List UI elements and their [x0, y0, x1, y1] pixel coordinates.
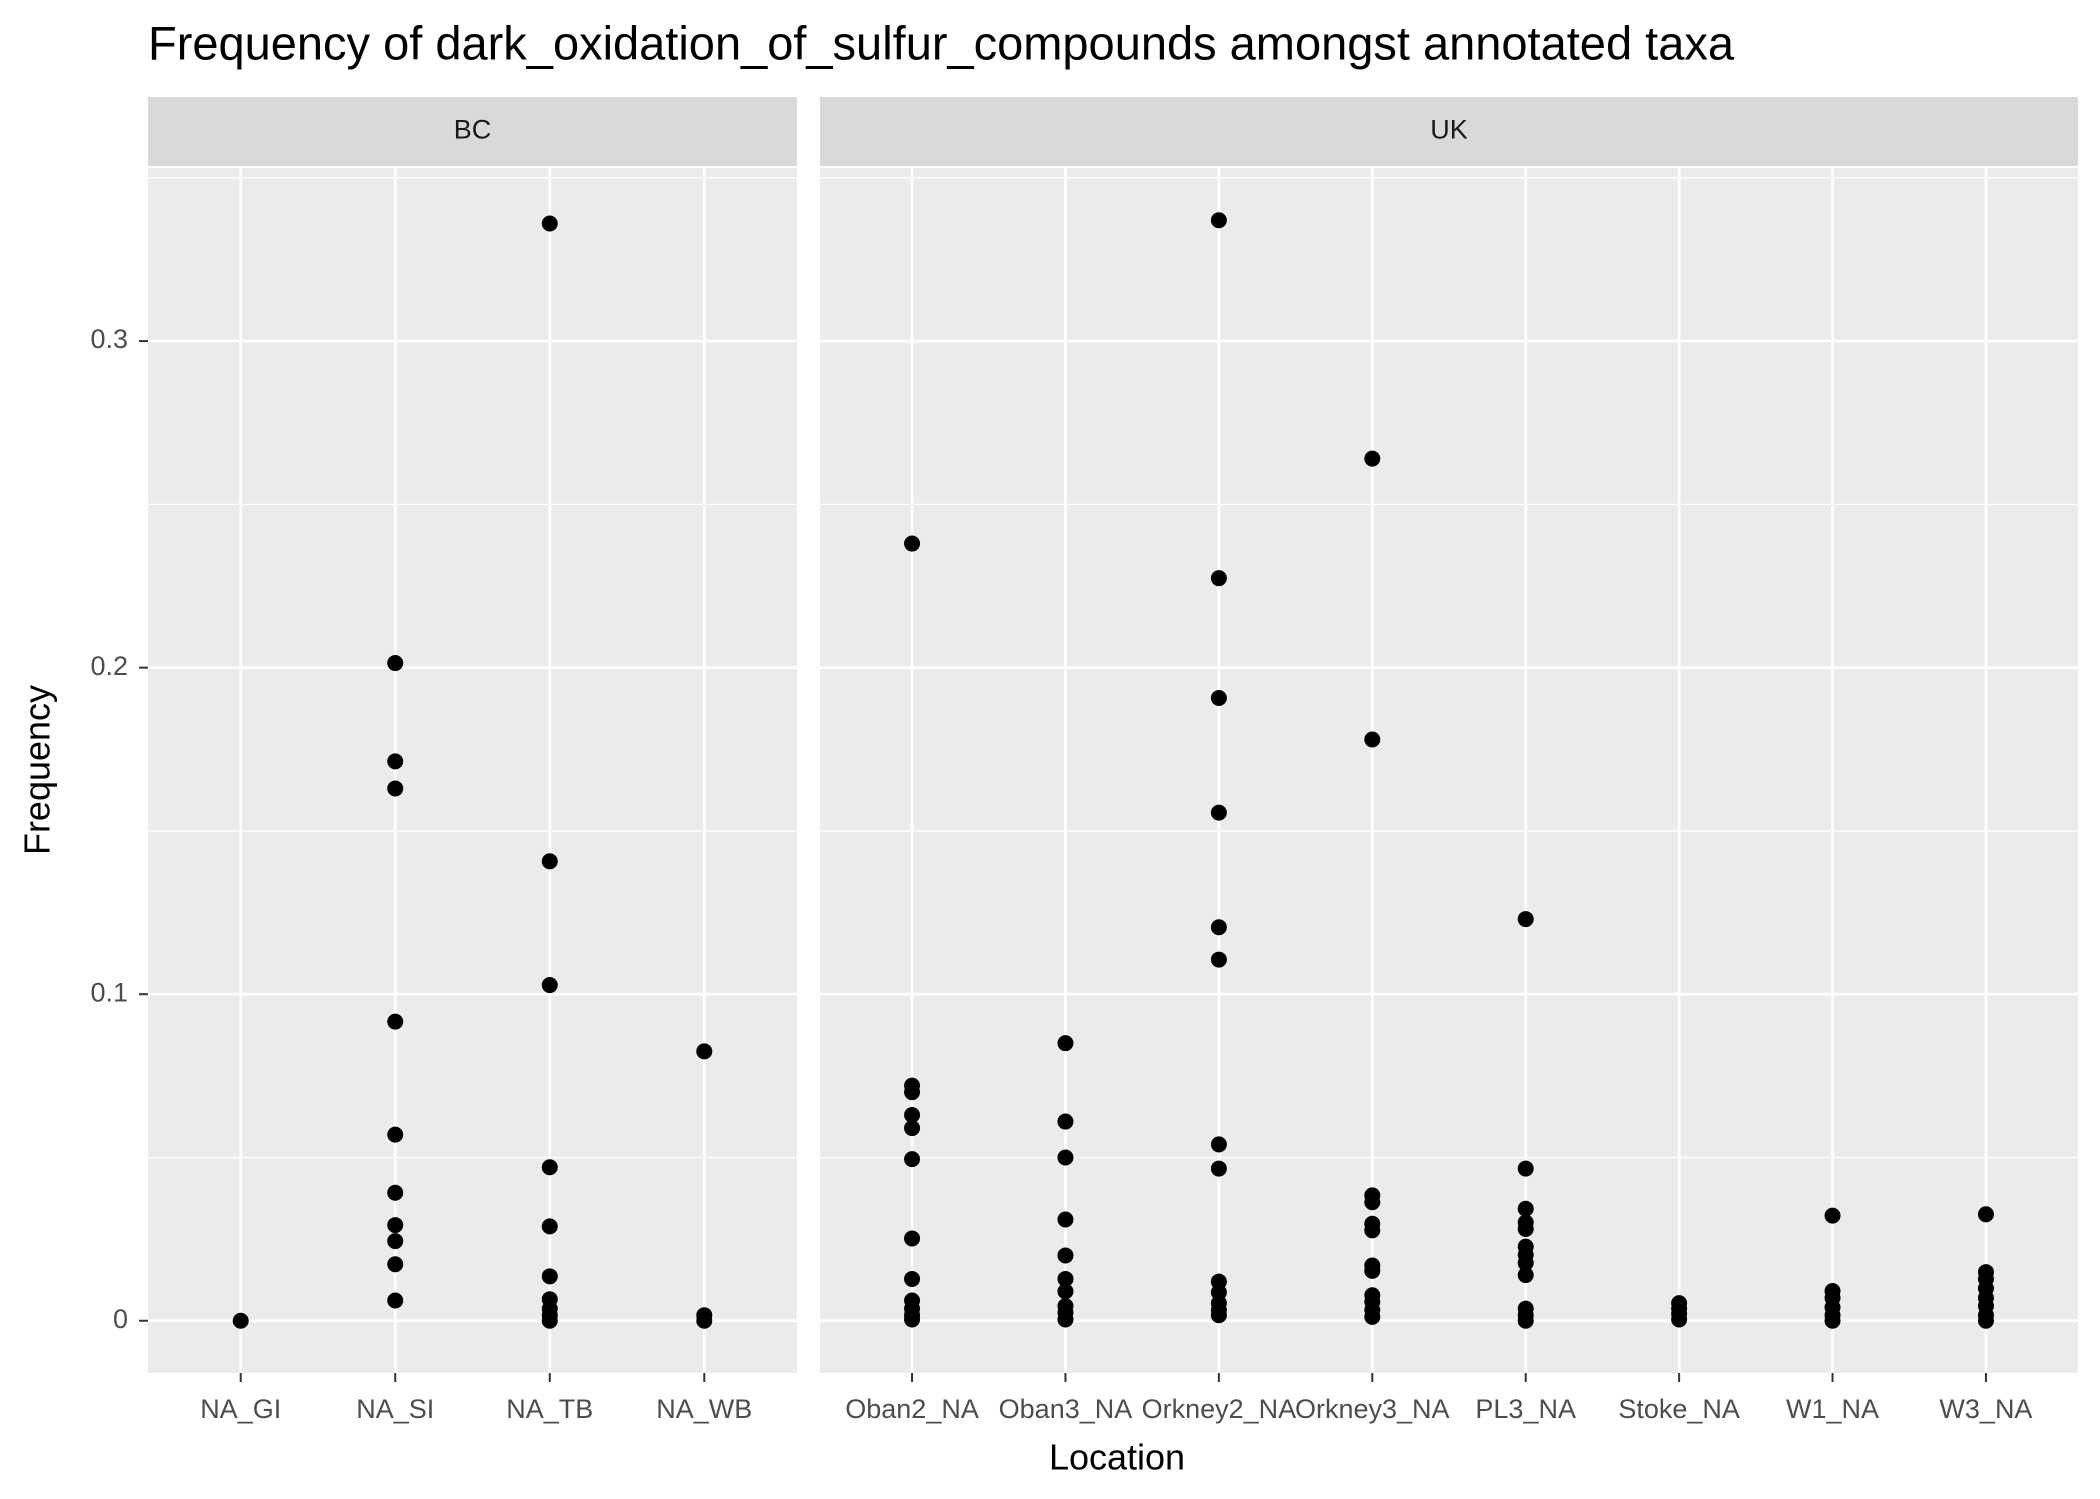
point	[1517, 1267, 1534, 1284]
x-tick-label: Orkney2_NA	[1142, 1394, 1297, 1424]
point	[541, 1218, 558, 1235]
y-axis-title: Frequency	[17, 685, 58, 855]
point	[1517, 1200, 1534, 1217]
chart-title: Frequency of dark_oxidation_of_sulfur_co…	[148, 16, 1735, 69]
y-tick-label: 0.3	[90, 324, 128, 354]
strip-label: BC	[454, 115, 492, 145]
x-tick-label: W3_NA	[1939, 1394, 2032, 1424]
strip-label: UK	[1430, 115, 1468, 145]
point	[387, 780, 404, 797]
point	[1364, 1308, 1381, 1325]
y-tick-label: 0.1	[90, 977, 128, 1007]
point	[387, 753, 404, 770]
point	[1057, 1211, 1074, 1228]
point	[1977, 1206, 1994, 1223]
point	[1057, 1035, 1074, 1052]
point	[1057, 1113, 1074, 1130]
strip-background	[148, 97, 797, 166]
point	[1977, 1312, 1994, 1329]
point	[387, 1233, 404, 1250]
point	[387, 1292, 404, 1309]
point	[1057, 1311, 1074, 1328]
point	[1517, 1220, 1534, 1237]
point	[232, 1312, 249, 1329]
x-tick-label: W1_NA	[1786, 1394, 1879, 1424]
point	[387, 1184, 404, 1201]
point	[904, 1151, 921, 1168]
point	[1210, 804, 1227, 821]
point	[541, 1312, 558, 1329]
point	[1057, 1270, 1074, 1287]
point	[696, 1312, 713, 1329]
point	[1057, 1247, 1074, 1264]
point	[1517, 1160, 1534, 1177]
point	[541, 853, 558, 870]
panel-background	[148, 168, 797, 1373]
point	[1671, 1311, 1688, 1328]
point	[1517, 911, 1534, 928]
point	[1210, 690, 1227, 707]
point	[1210, 1307, 1227, 1324]
x-tick-label: Oban3_NA	[999, 1394, 1133, 1424]
point	[387, 1013, 404, 1030]
x-axis-title: Location	[1049, 1437, 1185, 1478]
point	[1057, 1149, 1074, 1166]
x-tick-label: PL3_NA	[1475, 1394, 1576, 1424]
point	[1364, 1194, 1381, 1211]
x-tick-label: NA_GI	[200, 1394, 281, 1424]
point	[387, 1126, 404, 1143]
point	[1210, 570, 1227, 587]
point	[1824, 1312, 1841, 1329]
x-tick-label: NA_SI	[356, 1394, 434, 1424]
panel-background	[820, 168, 2078, 1373]
point	[904, 1311, 921, 1328]
x-tick-label: NA_WB	[656, 1394, 752, 1424]
point	[541, 1268, 558, 1285]
point	[387, 1256, 404, 1273]
point	[1517, 1312, 1534, 1329]
x-tick-label: Orkney3_NA	[1295, 1394, 1450, 1424]
point	[1210, 1136, 1227, 1153]
x-tick-label: Oban2_NA	[845, 1394, 979, 1424]
point	[541, 1159, 558, 1176]
point	[387, 655, 404, 672]
point	[904, 1107, 921, 1124]
strip-background	[820, 97, 2078, 166]
y-tick-label: 0	[113, 1304, 128, 1334]
point	[904, 1120, 921, 1137]
point	[387, 1217, 404, 1234]
point	[1210, 212, 1227, 229]
point	[904, 535, 921, 552]
point	[1210, 919, 1227, 936]
point	[696, 1043, 713, 1060]
x-tick-label: Stoke_NA	[1618, 1394, 1740, 1424]
point	[1517, 1254, 1534, 1271]
point	[1364, 450, 1381, 467]
x-tick-label: NA_TB	[506, 1394, 593, 1424]
point	[1824, 1207, 1841, 1224]
point	[1210, 951, 1227, 968]
point	[541, 977, 558, 994]
point	[904, 1230, 921, 1247]
point	[904, 1270, 921, 1287]
point	[541, 215, 558, 232]
point	[1364, 1262, 1381, 1279]
point	[1364, 1222, 1381, 1239]
point	[1057, 1283, 1074, 1300]
point	[1210, 1160, 1227, 1177]
point	[904, 1084, 921, 1101]
y-tick-label: 0.2	[90, 651, 128, 681]
point	[1364, 731, 1381, 748]
